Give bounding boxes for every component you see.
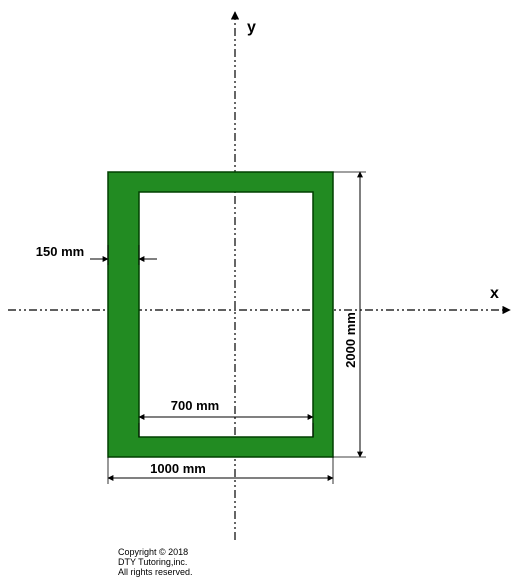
footer-line3: All rights reserved.	[118, 567, 193, 577]
dim-outer-height-label: 2000 mm	[343, 312, 358, 368]
dim-inner-width-label: 700 mm	[171, 398, 219, 413]
hollow-section	[108, 172, 333, 457]
x-axis-label: x	[490, 285, 499, 302]
dim-wall-thickness: 150 mm	[36, 244, 157, 265]
copyright-footer: Copyright © 2018 DTY Tutoring,inc. All r…	[118, 547, 193, 577]
dim-inner-width: 700 mm	[139, 398, 313, 437]
footer-line2: DTY Tutoring,inc.	[118, 557, 187, 567]
y-axis-label: y	[247, 19, 256, 36]
dim-outer-height: 2000 mm	[333, 172, 366, 457]
diagram-canvas: x y 150 mm 700 mm 1000 mm 2000 mm Copyri…	[0, 0, 525, 582]
dim-wall-label: 150 mm	[36, 244, 84, 259]
dim-outer-width-label: 1000 mm	[150, 461, 206, 476]
axes: x y	[8, 12, 510, 540]
dim-outer-width: 1000 mm	[108, 457, 333, 484]
footer-line1: Copyright © 2018	[118, 547, 188, 557]
